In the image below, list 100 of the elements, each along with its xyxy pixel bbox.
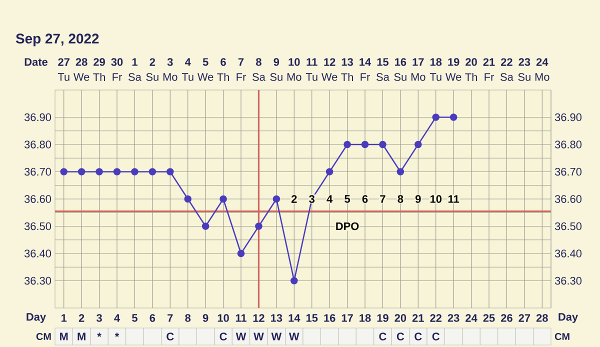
text: W xyxy=(271,332,282,340)
x-tick-label: 12 xyxy=(324,58,336,66)
x-tick-label: 28 xyxy=(536,314,548,322)
x-tick-label: 4 xyxy=(184,58,191,66)
annotation: 7 xyxy=(380,195,386,203)
x-tick-label: 4 xyxy=(114,314,120,322)
text: W xyxy=(254,332,264,340)
x-axis-title: Day xyxy=(558,313,578,323)
x-tick-label: 29 xyxy=(94,58,105,66)
x-tick-label: 7 xyxy=(168,314,173,322)
x-tick-label: 8 xyxy=(185,314,191,322)
point xyxy=(96,168,103,176)
text: Fr xyxy=(112,73,122,81)
x-tick-label: 18 xyxy=(360,314,371,322)
text: Th xyxy=(93,73,105,81)
y2-tick-label: 36.80 xyxy=(554,140,582,148)
text: C xyxy=(379,332,386,340)
y-tick-label: 36.60 xyxy=(24,195,52,203)
text: W xyxy=(236,332,246,340)
point xyxy=(60,168,68,176)
point xyxy=(184,195,192,203)
y-tick-label: 36.80 xyxy=(24,140,52,148)
text: Tu xyxy=(58,73,70,81)
x-tick-label: 3 xyxy=(96,314,102,322)
point xyxy=(344,140,351,148)
x-tick-label: 12 xyxy=(253,314,264,322)
annotation: 3 xyxy=(309,195,315,203)
x-tick-label: 22 xyxy=(430,314,442,322)
point xyxy=(237,250,245,258)
text: Su xyxy=(518,73,530,81)
x-tick-label: 20 xyxy=(394,314,406,322)
text: Day xyxy=(26,313,46,323)
x-tick-label: 9 xyxy=(202,314,208,322)
point xyxy=(290,277,298,284)
x-tick-label: 24 xyxy=(536,58,548,66)
x-tick-label: 14 xyxy=(288,314,300,322)
text: Sep 27, 2022 xyxy=(16,34,99,46)
x-tick-label: 21 xyxy=(412,314,424,322)
x-tick-label: 24 xyxy=(466,314,478,322)
text: Sa xyxy=(128,73,142,81)
x-tick-label: 9 xyxy=(274,58,280,66)
x-tick-label: 13 xyxy=(271,314,282,322)
x-tick-label: 5 xyxy=(202,58,208,66)
x-tick-label: 16 xyxy=(395,58,406,66)
x-tick-label: 23 xyxy=(448,314,460,322)
text: Mo xyxy=(411,73,426,81)
point xyxy=(396,168,404,176)
x-tick-label: 2 xyxy=(150,58,156,66)
x-tick-label: 30 xyxy=(111,58,123,66)
point xyxy=(432,114,440,121)
text: Th xyxy=(217,73,229,81)
text: We xyxy=(198,73,214,81)
text: * xyxy=(114,332,120,337)
x-tick-label: 15 xyxy=(306,314,318,322)
x-tick-label: 26 xyxy=(501,314,512,322)
x-tick-label: 7 xyxy=(238,58,244,66)
point xyxy=(255,222,262,230)
x-tick-label: 23 xyxy=(518,58,530,66)
y-tick-label: 36.50 xyxy=(24,222,52,230)
text: C xyxy=(396,332,404,340)
point xyxy=(272,195,280,203)
text: We xyxy=(446,73,462,81)
text: C xyxy=(166,332,174,340)
x-tick-label: 25 xyxy=(483,314,495,322)
text: Mo xyxy=(163,73,178,81)
text: Su xyxy=(146,73,158,81)
text: Sa xyxy=(376,73,390,81)
point xyxy=(379,140,386,148)
x-tick-label: 1 xyxy=(132,58,138,66)
x-tick-label: 5 xyxy=(132,314,138,322)
x-tick-label: 6 xyxy=(220,58,226,66)
y2-tick-label: 36.40 xyxy=(554,250,582,258)
text: We xyxy=(322,73,338,81)
y-tick-label: 36.40 xyxy=(24,250,52,258)
text: C xyxy=(432,332,440,340)
annotation: 11 xyxy=(448,195,460,203)
x-tick-label: 28 xyxy=(76,58,88,66)
x-tick-label: 11 xyxy=(236,314,246,322)
x-tick-label: 2 xyxy=(78,314,84,322)
annotation: 8 xyxy=(398,195,404,203)
y2-tick-label: 36.60 xyxy=(554,195,582,203)
y-tick-label: 36.30 xyxy=(24,276,52,285)
text: Mo xyxy=(287,73,302,81)
y-tick-label: 36.70 xyxy=(24,168,52,176)
x-tick-label: 14 xyxy=(360,58,372,66)
annotation: 10 xyxy=(430,195,442,203)
point xyxy=(113,168,121,176)
text: Fr xyxy=(484,73,494,81)
text: Sa xyxy=(500,73,514,81)
x-tick-label: 27 xyxy=(518,314,530,322)
text: Mo xyxy=(535,73,550,81)
x-tick-label: 11 xyxy=(306,58,318,66)
y2-tick-label: 36.90 xyxy=(554,113,582,122)
annotation: 4 xyxy=(326,195,333,203)
point xyxy=(361,140,369,148)
x-tick-label: 8 xyxy=(256,58,262,66)
text: Su xyxy=(394,73,406,81)
x-tick-label: 27 xyxy=(58,58,70,66)
text: Th xyxy=(341,73,353,81)
x-tick-label: 1 xyxy=(62,314,67,322)
